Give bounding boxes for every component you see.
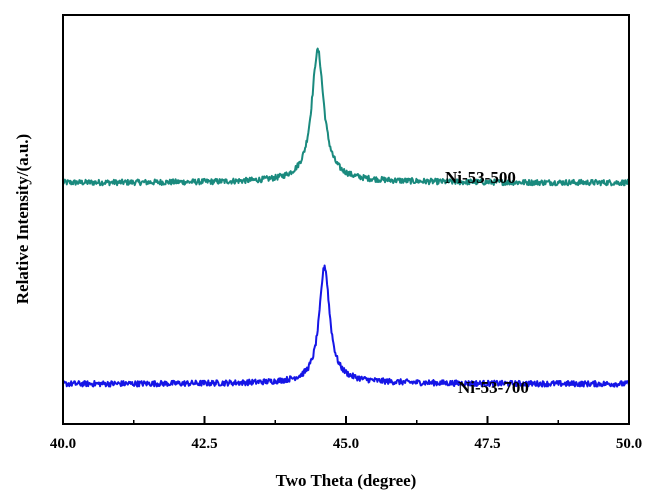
x-axis-ticks: 40.0 42.5 45.0 47.5 50.0 bbox=[50, 416, 642, 452]
series-label-ni-53-500: Ni-53-500 bbox=[445, 168, 516, 187]
y-axis-title: Relative Intensity/(a.u.) bbox=[13, 134, 32, 304]
x-tick-label: 45.0 bbox=[333, 436, 359, 452]
series-line-ni-53-500 bbox=[62, 47, 630, 187]
x-tick-label: 42.5 bbox=[191, 436, 217, 452]
plot-frame bbox=[62, 14, 630, 425]
plot-lines bbox=[62, 47, 630, 388]
x-tick-label: 47.5 bbox=[474, 436, 500, 452]
series-line-ni-53-700 bbox=[62, 264, 630, 388]
x-tick-label: 50.0 bbox=[616, 436, 642, 452]
x-tick-label: 40.0 bbox=[50, 436, 76, 452]
x-axis-title: Two Theta (degree) bbox=[276, 471, 417, 490]
series-label-ni-53-700: Ni-53-700 bbox=[458, 378, 529, 397]
